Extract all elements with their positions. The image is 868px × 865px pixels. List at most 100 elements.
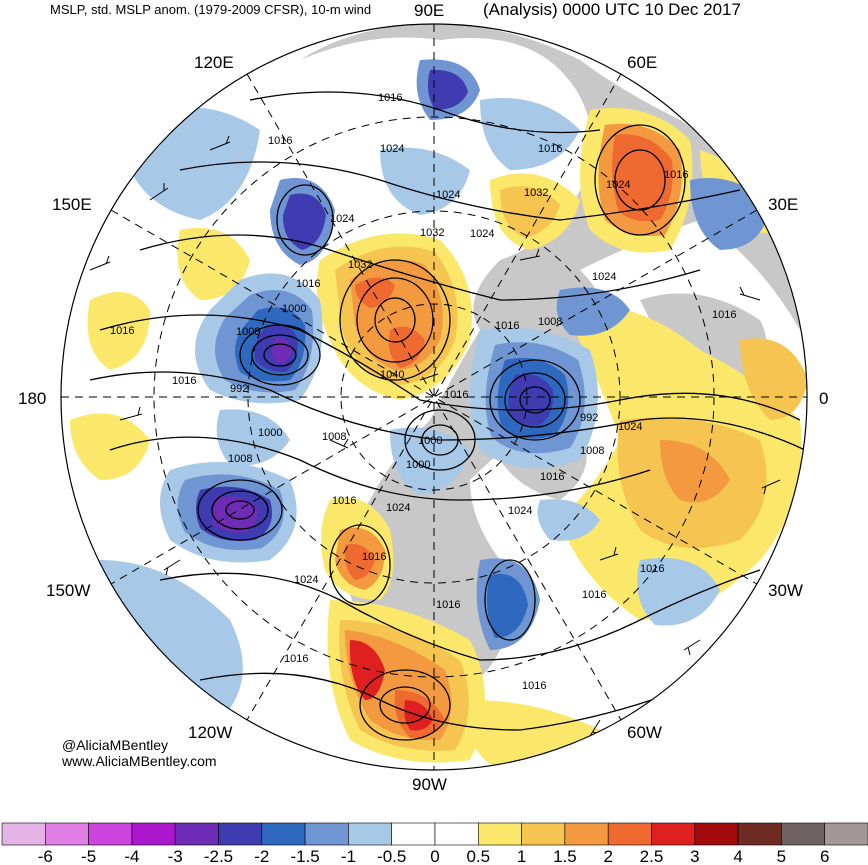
colorbar-tick-label: -2.5 bbox=[204, 847, 233, 865]
isobar-label: 1016 bbox=[522, 680, 546, 692]
colorbar-tick-label: 3 bbox=[690, 847, 699, 865]
colorbar-tick-label: 6 bbox=[820, 847, 829, 865]
isobar-label: 1000 bbox=[406, 459, 430, 471]
isobar-label: 1008 bbox=[538, 316, 562, 328]
colorbar-tick-label: 1.5 bbox=[553, 847, 577, 865]
colorbar-swatch bbox=[694, 822, 739, 846]
isobar-label: 1016 bbox=[582, 589, 606, 601]
isobar-label: 1032 bbox=[524, 187, 548, 199]
lon-label-60e: 60E bbox=[627, 53, 657, 72]
isobar-label: 1016 bbox=[332, 495, 356, 507]
isobar-label: 1016 bbox=[268, 135, 292, 147]
isobar-label: 1024 bbox=[380, 143, 404, 155]
isobar-label: 1000 bbox=[258, 427, 282, 439]
isobar-label: 1016 bbox=[378, 92, 402, 104]
isobar-label: 1000 bbox=[282, 303, 306, 315]
colorbar-swatch bbox=[651, 822, 696, 846]
isobar-contours bbox=[89, 91, 806, 741]
lon-label-0: 0 bbox=[819, 389, 828, 408]
colorbar-tick-label: 4 bbox=[733, 847, 742, 865]
negative-anomalies bbox=[100, 59, 770, 720]
colorbar-swatch bbox=[737, 822, 782, 846]
colorbar-swatch bbox=[824, 822, 868, 846]
isobar-label: 1016 bbox=[640, 563, 664, 575]
isobar-label: 1000 bbox=[418, 435, 442, 447]
colorbar-swatch bbox=[261, 822, 306, 846]
isobar-label: 1032 bbox=[348, 259, 372, 271]
colorbar-tick-label: -5 bbox=[81, 847, 96, 865]
lon-label-120w: 120W bbox=[188, 723, 232, 742]
positive-anomalies bbox=[70, 108, 807, 770]
isobar-label: 1016 bbox=[296, 278, 320, 290]
colorbar-swatch bbox=[131, 822, 176, 846]
colorbar: -6 -5 -4 -3 -2.5 -2 -1.5 -1 -0.5 0 0.5 1 1.5 2 2.5 3 4 5 6 bbox=[1, 822, 868, 865]
isobar-label: 1016 bbox=[436, 599, 460, 611]
isobar-label: 1008 bbox=[236, 326, 260, 338]
colorbar-swatch bbox=[218, 822, 263, 846]
colorbar-tick-label: 2 bbox=[603, 847, 612, 865]
lon-label-30w: 30W bbox=[768, 581, 803, 600]
colorbar-swatch bbox=[781, 822, 826, 846]
map-boundary bbox=[60, 23, 808, 771]
colorbar-swatch bbox=[44, 822, 89, 846]
lon-label-60w: 60W bbox=[627, 723, 662, 742]
colorbar-swatch bbox=[607, 822, 652, 846]
lon-label-90w: 90W bbox=[412, 775, 447, 794]
isobar-label: 1024 bbox=[330, 213, 354, 225]
longitude-labels: 90E 120E 60E 150E 30E 180 0 150W 30W 120… bbox=[18, 1, 828, 794]
colorbar-tick-label: 0.5 bbox=[466, 847, 490, 865]
colorbar-swatch bbox=[174, 822, 219, 846]
colorbar-tick-label: -2 bbox=[254, 847, 269, 865]
isobar-label: 1024 bbox=[618, 421, 642, 433]
isobar-label: 1024 bbox=[386, 502, 410, 514]
isobar-label: 1016 bbox=[284, 653, 308, 665]
colorbar-swatch bbox=[88, 822, 133, 846]
lon-label-150e: 150E bbox=[52, 195, 92, 214]
colorbar-tick-label: -4 bbox=[124, 847, 139, 865]
isobar-label: 1024 bbox=[606, 179, 630, 191]
colorbar-swatches bbox=[1, 822, 868, 846]
colorbar-tick-label: -1 bbox=[341, 847, 356, 865]
colorbar-tick-label: -0.5 bbox=[377, 847, 406, 865]
isobar-label: 1024 bbox=[436, 189, 460, 201]
author-handle: @AliciaMBentley bbox=[62, 737, 169, 753]
isobar-label: 992 bbox=[580, 412, 598, 424]
isobar-label: 1016 bbox=[540, 471, 564, 483]
lon-label-90e: 90E bbox=[414, 1, 444, 20]
colorbar-swatch bbox=[391, 822, 436, 846]
isobar-label: 1016 bbox=[712, 309, 736, 321]
colorbar-tick-label: 1 bbox=[517, 847, 526, 865]
isobar-label: 1016 bbox=[110, 325, 134, 337]
lon-label-120e: 120E bbox=[194, 53, 234, 72]
colorbar-swatch bbox=[304, 822, 349, 846]
colorbar-swatch bbox=[434, 822, 479, 846]
colorbar-tick-label: -6 bbox=[38, 847, 53, 865]
isobar-label: 1008 bbox=[322, 431, 346, 443]
isobar-label: 1024 bbox=[508, 505, 532, 517]
isobar-label: 1024 bbox=[470, 228, 494, 240]
isobar-label: 1008 bbox=[228, 453, 252, 465]
lon-label-180: 180 bbox=[18, 389, 46, 408]
isobar-label: 1016 bbox=[444, 389, 468, 401]
analysis-time: (Analysis) 0000 UTC 10 Dec 2017 bbox=[483, 0, 741, 19]
isobar-label: 1040 bbox=[380, 369, 404, 381]
isobar-label: 1032 bbox=[420, 227, 444, 239]
colorbar-swatch bbox=[348, 822, 392, 846]
isobar-label: 1008 bbox=[580, 445, 604, 457]
colorbar-tick-label: 0 bbox=[430, 847, 439, 865]
isobar-label: 1016 bbox=[495, 320, 519, 332]
isobar-label: 992 bbox=[230, 383, 248, 395]
colorbar-tick-label: 2.5 bbox=[640, 847, 664, 865]
isobar-label: 1016 bbox=[538, 143, 562, 155]
isobar-label: 1016 bbox=[172, 375, 196, 387]
colorbar-swatch bbox=[564, 822, 609, 846]
colorbar-swatch bbox=[521, 822, 566, 846]
colorbar-swatch bbox=[1, 822, 46, 846]
colorbar-tick-label: -3 bbox=[168, 847, 183, 865]
colorbar-tick-label: 5 bbox=[777, 847, 786, 865]
map-description: MSLP, std. MSLP anom. (1979-2009 CFSR), … bbox=[50, 2, 372, 17]
isobar-label: 1024 bbox=[294, 574, 318, 586]
colorbar-swatch bbox=[477, 822, 522, 846]
